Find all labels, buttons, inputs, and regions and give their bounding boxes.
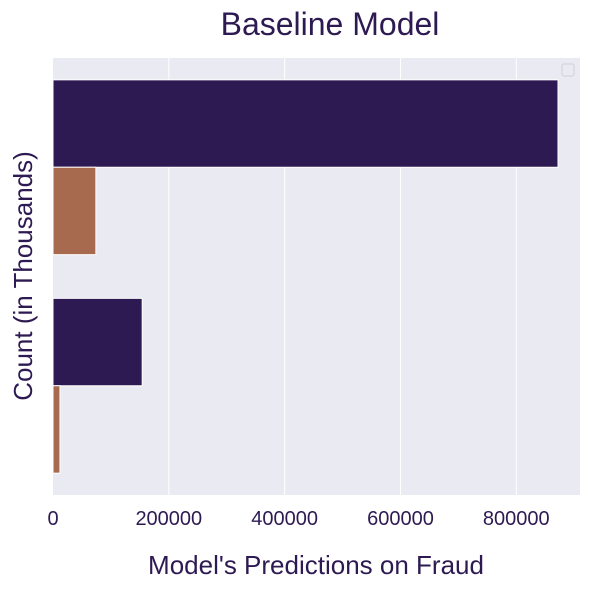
x-tick-label: 600000	[367, 508, 434, 530]
x-tick-label: 0	[47, 508, 58, 530]
bars	[52, 79, 559, 474]
bar-series-1-category-1	[52, 79, 559, 168]
bar-series-2-category-1	[52, 166, 97, 256]
legend-box	[561, 63, 575, 77]
bar-series-2-category-2	[52, 385, 61, 474]
x-tick-label: 200000	[135, 508, 202, 530]
chart-title: Baseline Model	[221, 6, 440, 42]
bar-series-1-category-2	[52, 297, 143, 387]
x-axis-label: Model's Predictions on Fraud	[148, 550, 484, 580]
x-axis-ticks: 0 200000 400000 600000 800000	[47, 508, 549, 530]
x-tick-label: 400000	[251, 508, 318, 530]
y-axis-label: Count (in Thousands)	[8, 151, 38, 401]
x-tick-label: 800000	[483, 508, 550, 530]
